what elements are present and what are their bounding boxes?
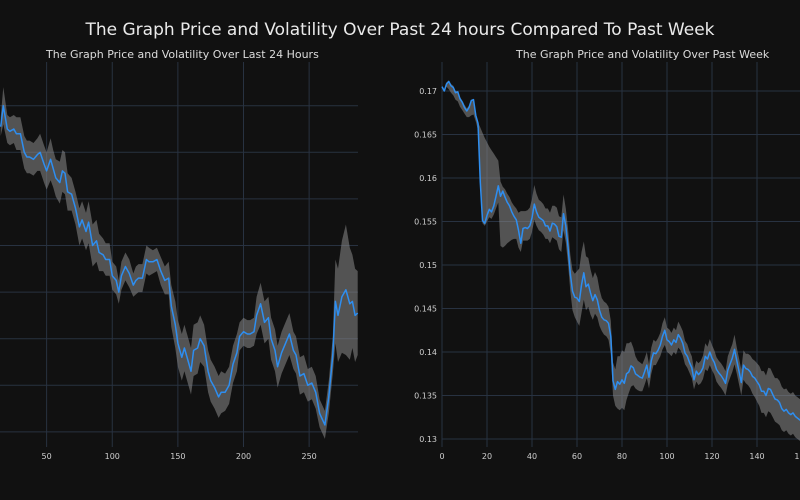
left-x-tick-label: 250 (301, 452, 316, 461)
right-y-tick-label: 0.16 (419, 174, 437, 183)
right-chart-volatility-band (442, 80, 800, 441)
figure-title: The Graph Price and Volatility Over Past… (85, 20, 715, 40)
right-y-tick-label: 0.155 (414, 218, 437, 227)
left-x-tick-label: 50 (42, 452, 52, 461)
left-chart-title: The Graph Price and Volatility Over Last… (46, 48, 319, 61)
right-chart-y-tick-labels: 0.13 0.135 0.14 0.145 0.15 0.155 0.16 0.165 0.17 (414, 87, 437, 444)
right-y-tick-label: 0.13 (419, 435, 437, 444)
right-x-tick-label: 60 (572, 452, 582, 461)
left-x-tick-label: 100 (105, 452, 120, 461)
right-y-tick-label: 0.145 (414, 305, 437, 314)
right-x-tick-label: 20 (482, 452, 492, 461)
left-volatility-area (0, 87, 358, 439)
left-x-tick-label: 150 (170, 452, 185, 461)
right-x-tick-label: 120 (704, 452, 719, 461)
right-y-tick-label: 0.165 (414, 131, 437, 140)
right-chart-title: The Graph Price and Volatility Over Past… (516, 48, 770, 61)
right-x-tick-label-clipped: 160 (794, 452, 800, 461)
left-x-tick-label: 200 (236, 452, 251, 461)
right-y-tick-label: 0.14 (419, 348, 437, 357)
left-chart-volatility-band (0, 87, 358, 439)
left-chart-price-line (0, 104, 359, 426)
right-x-tick-label: 80 (617, 452, 627, 461)
right-x-tick-label: 100 (659, 452, 674, 461)
right-x-tick-label: 140 (749, 452, 764, 461)
left-chart-24h: 50 100 150 200 250 (0, 62, 359, 461)
right-price-series (441, 80, 800, 422)
right-chart-x-tick-labels: 0 20 40 60 80 100 120 140 160 (439, 452, 800, 461)
right-y-tick-label: 0.17 (419, 87, 437, 96)
right-x-tick-label: 0 (439, 452, 444, 461)
right-chart-week: 0 20 40 60 80 100 120 140 160 0.13 0.135 0.14 0.145… (414, 62, 800, 461)
right-y-tick-label: 0.135 (414, 392, 437, 401)
left-chart-x-tick-labels: 50 100 150 200 250 (42, 452, 317, 461)
right-y-tick-label: 0.15 (419, 261, 437, 270)
right-chart-price-line (441, 80, 800, 422)
right-x-tick-label: 40 (527, 452, 537, 461)
right-volatility-area (442, 80, 800, 441)
left-price-series (0, 104, 359, 426)
right-chart-grid (441, 62, 800, 447)
